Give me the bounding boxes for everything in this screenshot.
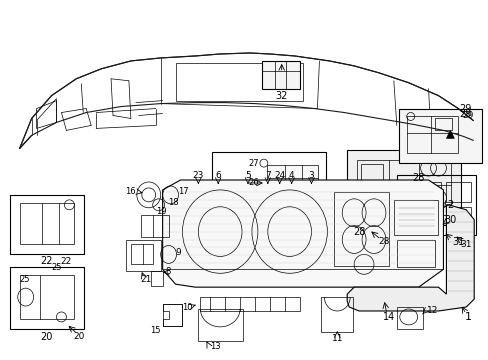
Text: 14: 14	[382, 312, 394, 322]
Bar	[396, 175, 475, 235]
Polygon shape	[163, 180, 443, 287]
Bar	[396, 307, 422, 329]
Bar	[346, 150, 460, 225]
Text: 26: 26	[247, 179, 258, 188]
Text: 1: 1	[464, 312, 471, 322]
Bar	[150, 271, 163, 286]
Text: 25: 25	[20, 275, 30, 284]
Bar	[356, 160, 450, 215]
Text: 29: 29	[458, 108, 470, 118]
Polygon shape	[446, 130, 453, 138]
Bar	[446, 182, 470, 202]
Text: 31: 31	[451, 237, 464, 247]
Bar	[396, 239, 434, 267]
Bar	[334, 192, 388, 266]
Bar	[266, 165, 318, 207]
Text: 6: 6	[215, 171, 221, 180]
Text: 22: 22	[61, 257, 72, 266]
Text: 19: 19	[155, 207, 166, 216]
Text: 22: 22	[40, 256, 53, 266]
Bar	[403, 182, 441, 227]
Text: 28: 28	[352, 226, 365, 237]
Text: 2: 2	[447, 200, 452, 210]
Text: 17: 17	[178, 188, 189, 197]
Text: 23: 23	[192, 171, 203, 180]
Text: 28: 28	[411, 173, 424, 183]
Text: 20: 20	[74, 332, 85, 341]
Text: 16: 16	[125, 188, 136, 197]
Bar	[212, 152, 325, 227]
Bar	[141, 215, 168, 237]
Bar	[393, 200, 438, 235]
Bar	[20, 203, 74, 244]
Text: 3: 3	[308, 171, 314, 180]
Bar	[10, 267, 84, 329]
Text: 31: 31	[460, 240, 471, 249]
Bar	[398, 109, 481, 163]
Text: 5: 5	[244, 171, 250, 180]
Text: 7: 7	[264, 171, 270, 180]
Bar	[131, 244, 152, 264]
Text: 8: 8	[165, 267, 171, 276]
Text: 20: 20	[41, 332, 53, 342]
Bar	[434, 118, 451, 130]
Text: 27: 27	[247, 159, 258, 168]
Text: 29: 29	[458, 104, 470, 113]
Text: 9: 9	[175, 248, 181, 257]
Text: 10: 10	[182, 302, 192, 311]
Text: 18: 18	[167, 198, 178, 207]
Text: 21: 21	[140, 275, 151, 284]
Bar	[126, 239, 161, 271]
Text: 29: 29	[462, 111, 473, 120]
Text: 24: 24	[274, 171, 285, 180]
Bar	[360, 190, 382, 208]
Bar	[163, 304, 182, 326]
Polygon shape	[346, 205, 473, 311]
Bar	[20, 275, 74, 319]
Text: 11: 11	[331, 334, 342, 343]
Bar	[446, 207, 470, 222]
Bar	[321, 297, 352, 332]
Bar	[200, 297, 299, 311]
Text: 12: 12	[426, 306, 437, 315]
Text: 30: 30	[444, 215, 456, 225]
Bar	[175, 63, 302, 100]
Bar	[360, 164, 382, 182]
Text: 32: 32	[275, 91, 287, 101]
Bar	[262, 61, 299, 89]
Bar	[10, 195, 84, 255]
Text: 25: 25	[51, 263, 61, 272]
Text: 4: 4	[288, 171, 294, 180]
Bar	[406, 116, 457, 153]
Bar	[198, 309, 243, 341]
Text: 28: 28	[377, 237, 389, 246]
Text: 15: 15	[150, 326, 161, 335]
Text: 13: 13	[210, 342, 221, 351]
